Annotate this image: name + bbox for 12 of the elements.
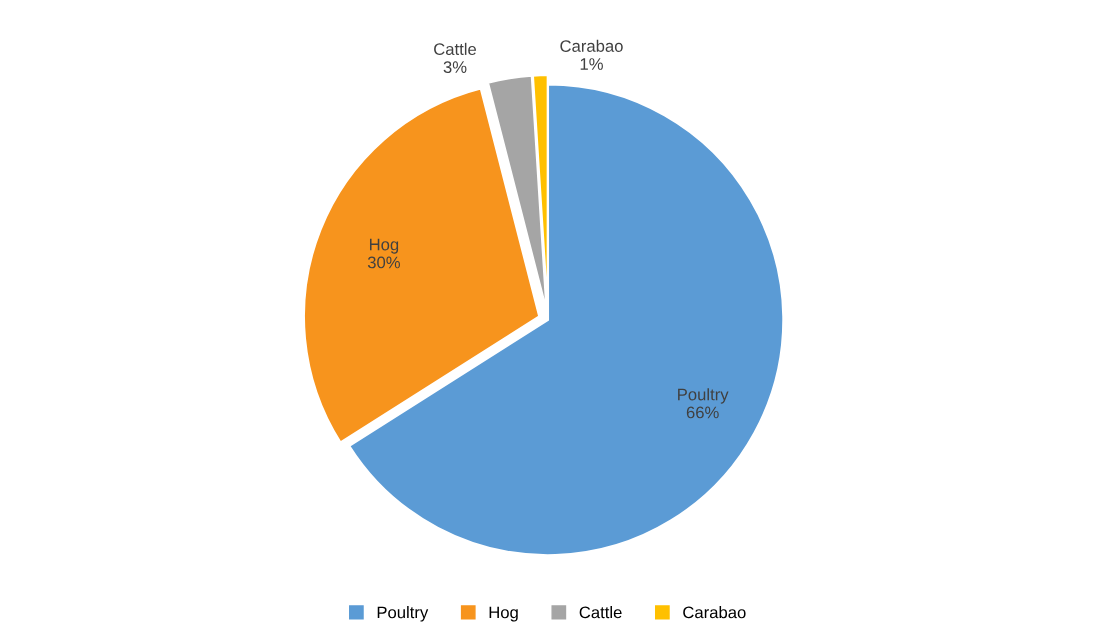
data-label: 30% <box>367 256 400 269</box>
data-label: 1% <box>580 58 603 70</box>
legend-label: Cattle <box>579 606 622 619</box>
slice-label: Carabao <box>560 39 623 52</box>
slice-label: Hog <box>369 238 399 254</box>
data-label: 3% <box>443 61 467 74</box>
legend-label: Poultry <box>377 606 429 622</box>
legend-label: Carabao <box>683 606 746 619</box>
slice-label: Cattle <box>434 42 477 56</box>
legend-label: Hog <box>489 606 518 622</box>
slice-label: Poultry <box>678 388 729 404</box>
data-label: 66% <box>686 406 719 419</box>
